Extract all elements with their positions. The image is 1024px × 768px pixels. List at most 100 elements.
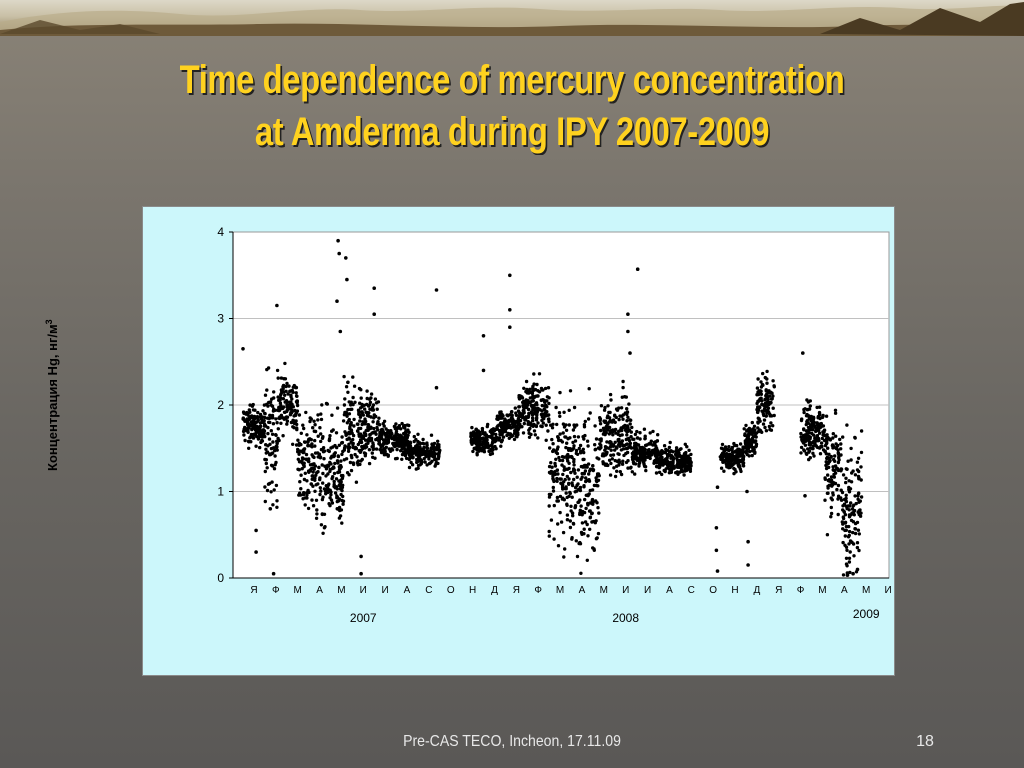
data-point xyxy=(299,473,303,477)
data-point xyxy=(733,454,737,459)
data-point xyxy=(808,442,812,446)
data-point xyxy=(294,385,298,390)
data-point xyxy=(747,449,752,454)
data-point xyxy=(613,458,617,463)
data-point xyxy=(621,443,625,448)
data-point xyxy=(345,421,349,425)
data-point xyxy=(805,420,809,424)
data-point xyxy=(626,312,630,316)
data-point xyxy=(314,516,319,520)
data-point xyxy=(849,501,853,505)
data-point xyxy=(254,550,258,554)
data-point xyxy=(319,412,323,416)
data-point xyxy=(263,412,267,416)
month-label: И xyxy=(360,585,367,596)
data-point xyxy=(555,447,560,451)
data-point xyxy=(311,470,315,474)
data-point xyxy=(726,461,730,466)
data-point xyxy=(296,438,300,442)
data-point xyxy=(556,436,560,440)
data-point xyxy=(279,393,283,397)
data-point xyxy=(319,439,323,444)
data-point xyxy=(799,431,803,436)
data-point xyxy=(769,397,774,401)
data-point xyxy=(551,422,555,426)
data-point xyxy=(761,371,765,376)
data-point xyxy=(479,437,483,441)
data-point xyxy=(609,448,613,452)
data-point xyxy=(394,435,398,440)
month-label: И xyxy=(644,585,651,596)
data-point xyxy=(301,457,306,461)
data-point xyxy=(313,444,317,448)
data-point xyxy=(421,451,425,456)
data-point xyxy=(347,446,351,450)
data-point xyxy=(855,545,860,550)
data-point xyxy=(345,277,349,282)
month-label: С xyxy=(425,585,432,596)
data-point xyxy=(371,403,376,407)
data-point xyxy=(487,444,491,448)
data-point xyxy=(434,288,439,292)
year-label: 2008 xyxy=(612,611,639,625)
data-point xyxy=(806,400,811,404)
data-point xyxy=(508,433,512,437)
data-point xyxy=(648,431,652,435)
data-point xyxy=(594,483,599,488)
data-point xyxy=(342,458,346,462)
data-point xyxy=(337,251,341,256)
data-point xyxy=(311,454,315,459)
data-point xyxy=(328,503,332,508)
data-point xyxy=(284,384,288,389)
data-point xyxy=(403,423,407,428)
data-point xyxy=(588,488,592,493)
data-point xyxy=(629,430,633,434)
axes xyxy=(229,231,889,579)
data-point xyxy=(322,487,327,491)
data-point xyxy=(558,477,562,481)
data-point xyxy=(614,415,618,420)
data-point xyxy=(488,452,493,457)
data-point xyxy=(630,470,634,474)
data-point xyxy=(829,475,834,479)
data-point xyxy=(817,405,822,409)
data-point xyxy=(543,386,548,391)
data-point xyxy=(337,465,341,469)
data-point xyxy=(306,443,310,448)
month-label: М xyxy=(556,585,564,596)
data-point xyxy=(530,399,534,403)
data-point xyxy=(476,440,481,444)
data-point xyxy=(547,396,551,400)
data-point xyxy=(754,431,758,435)
data-point xyxy=(825,438,829,443)
data-point xyxy=(720,456,724,460)
data-point xyxy=(421,437,425,442)
data-point xyxy=(281,397,286,401)
data-point xyxy=(553,464,558,468)
data-point xyxy=(470,425,474,430)
data-point xyxy=(582,423,587,427)
data-point xyxy=(283,393,287,397)
data-point xyxy=(392,424,397,429)
data-point xyxy=(588,516,592,520)
data-point xyxy=(831,468,836,472)
data-point xyxy=(274,444,278,449)
data-point xyxy=(682,473,686,477)
data-point xyxy=(855,567,860,572)
data-point xyxy=(578,512,582,517)
data-point xyxy=(517,394,521,398)
data-point xyxy=(759,392,764,396)
data-point xyxy=(829,515,833,519)
data-point xyxy=(379,435,383,440)
data-point xyxy=(772,413,776,418)
data-point xyxy=(733,449,737,454)
data-point xyxy=(620,439,625,443)
data-point xyxy=(593,424,597,428)
data-point xyxy=(317,465,321,470)
data-point xyxy=(819,421,823,426)
data-point xyxy=(269,463,274,467)
data-point xyxy=(560,482,564,486)
data-point xyxy=(743,432,747,436)
data-point xyxy=(417,457,421,462)
data-point xyxy=(741,464,746,468)
